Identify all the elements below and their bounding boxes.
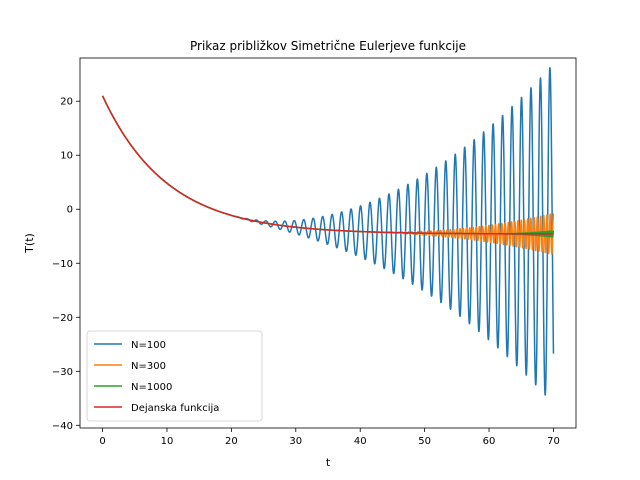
y-axis: −40 −30 −20 −10 0 10 20 (52, 97, 80, 432)
y-tick-label: −20 (52, 313, 73, 324)
y-tick-label: −10 (52, 259, 73, 270)
legend: N=100 N=300 N=1000 Dejanska funkcija (86, 330, 263, 422)
series-layer (101, 66, 555, 396)
x-tick-label: 40 (354, 436, 367, 447)
y-tick-label: −40 (52, 421, 73, 432)
legend-label-exact: Dejanska funkcija (131, 403, 219, 414)
x-axis-label: t (326, 456, 331, 469)
x-tick-label: 20 (225, 436, 238, 447)
plot-area (79, 57, 577, 429)
x-axis: 0 10 20 30 40 50 60 70 (99, 428, 560, 447)
y-axis-label: T(t) (23, 233, 36, 254)
y-tick-label: 10 (60, 151, 73, 162)
series-exact (101, 95, 555, 235)
x-tick-label: 0 (99, 436, 105, 447)
legend-label-n100: N=100 (131, 340, 166, 351)
y-tick-label: −30 (52, 367, 73, 378)
legend-label-n300: N=300 (131, 361, 166, 372)
x-tick-label: 50 (418, 436, 431, 447)
legend-box (86, 330, 263, 422)
y-tick-label: 20 (60, 97, 73, 108)
x-tick-label: 30 (289, 436, 302, 447)
x-tick-label: 60 (483, 436, 496, 447)
chart-title: Prikaz približkov Simetrične Eulerjeve f… (190, 39, 466, 53)
plot-frame (79, 57, 577, 429)
x-tick-label: 70 (547, 436, 560, 447)
x-tick-label: 10 (161, 436, 174, 447)
y-tick-label: 0 (67, 205, 73, 216)
legend-label-n1000: N=1000 (131, 382, 172, 393)
